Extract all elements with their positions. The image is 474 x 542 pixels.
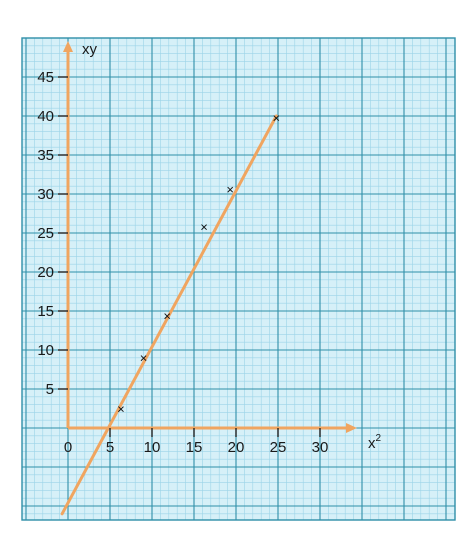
x-axis-arrow xyxy=(346,423,357,433)
y-tick-label: 15 xyxy=(37,303,54,320)
x-tick-label: 15 xyxy=(186,439,203,456)
y-tick-label: 10 xyxy=(37,342,54,359)
fit-line xyxy=(60,114,278,516)
x-tick-label: 5 xyxy=(106,439,114,456)
y-tick-label: 5 xyxy=(46,381,54,398)
y-tick-label: 40 xyxy=(37,108,54,125)
y-tick-label: 45 xyxy=(37,69,54,86)
x-tick-label: 20 xyxy=(228,439,245,456)
x-axis-label: x2 xyxy=(368,433,382,452)
data-point: × xyxy=(200,220,208,235)
line-of-best-fit xyxy=(60,114,278,516)
data-point: × xyxy=(273,110,281,125)
axes xyxy=(63,41,357,433)
tick-marks xyxy=(58,76,321,437)
x-tick-label: 30 xyxy=(312,439,329,456)
major-gridlines xyxy=(21,37,456,521)
x-axis-label-superscript: 2 xyxy=(376,433,382,444)
tick-labels: 0 5 10 15 20 25 30 5 10 15 20 25 30 35 40 45 xyxy=(37,69,328,456)
y-tick-label: 35 xyxy=(37,147,54,164)
y-tick-label: 20 xyxy=(37,264,54,281)
data-point: × xyxy=(140,351,148,366)
x-axis-label-base: x xyxy=(368,435,376,452)
x-tick-label: 0 xyxy=(64,439,72,456)
y-tick-label: 30 xyxy=(37,186,54,203)
data-points: × × × × × × xyxy=(117,110,280,416)
y-axis-arrow xyxy=(63,41,73,52)
data-point: × xyxy=(163,308,171,323)
x-tick-label: 10 xyxy=(144,439,161,456)
y-tick-label: 25 xyxy=(37,225,54,242)
y-axis-label: xy xyxy=(82,41,98,58)
graph-paper-border xyxy=(21,37,456,521)
x-tick-label: 25 xyxy=(270,439,287,456)
data-point: × xyxy=(117,401,125,416)
data-point: × xyxy=(226,182,234,197)
graph-paper-background xyxy=(22,38,455,520)
